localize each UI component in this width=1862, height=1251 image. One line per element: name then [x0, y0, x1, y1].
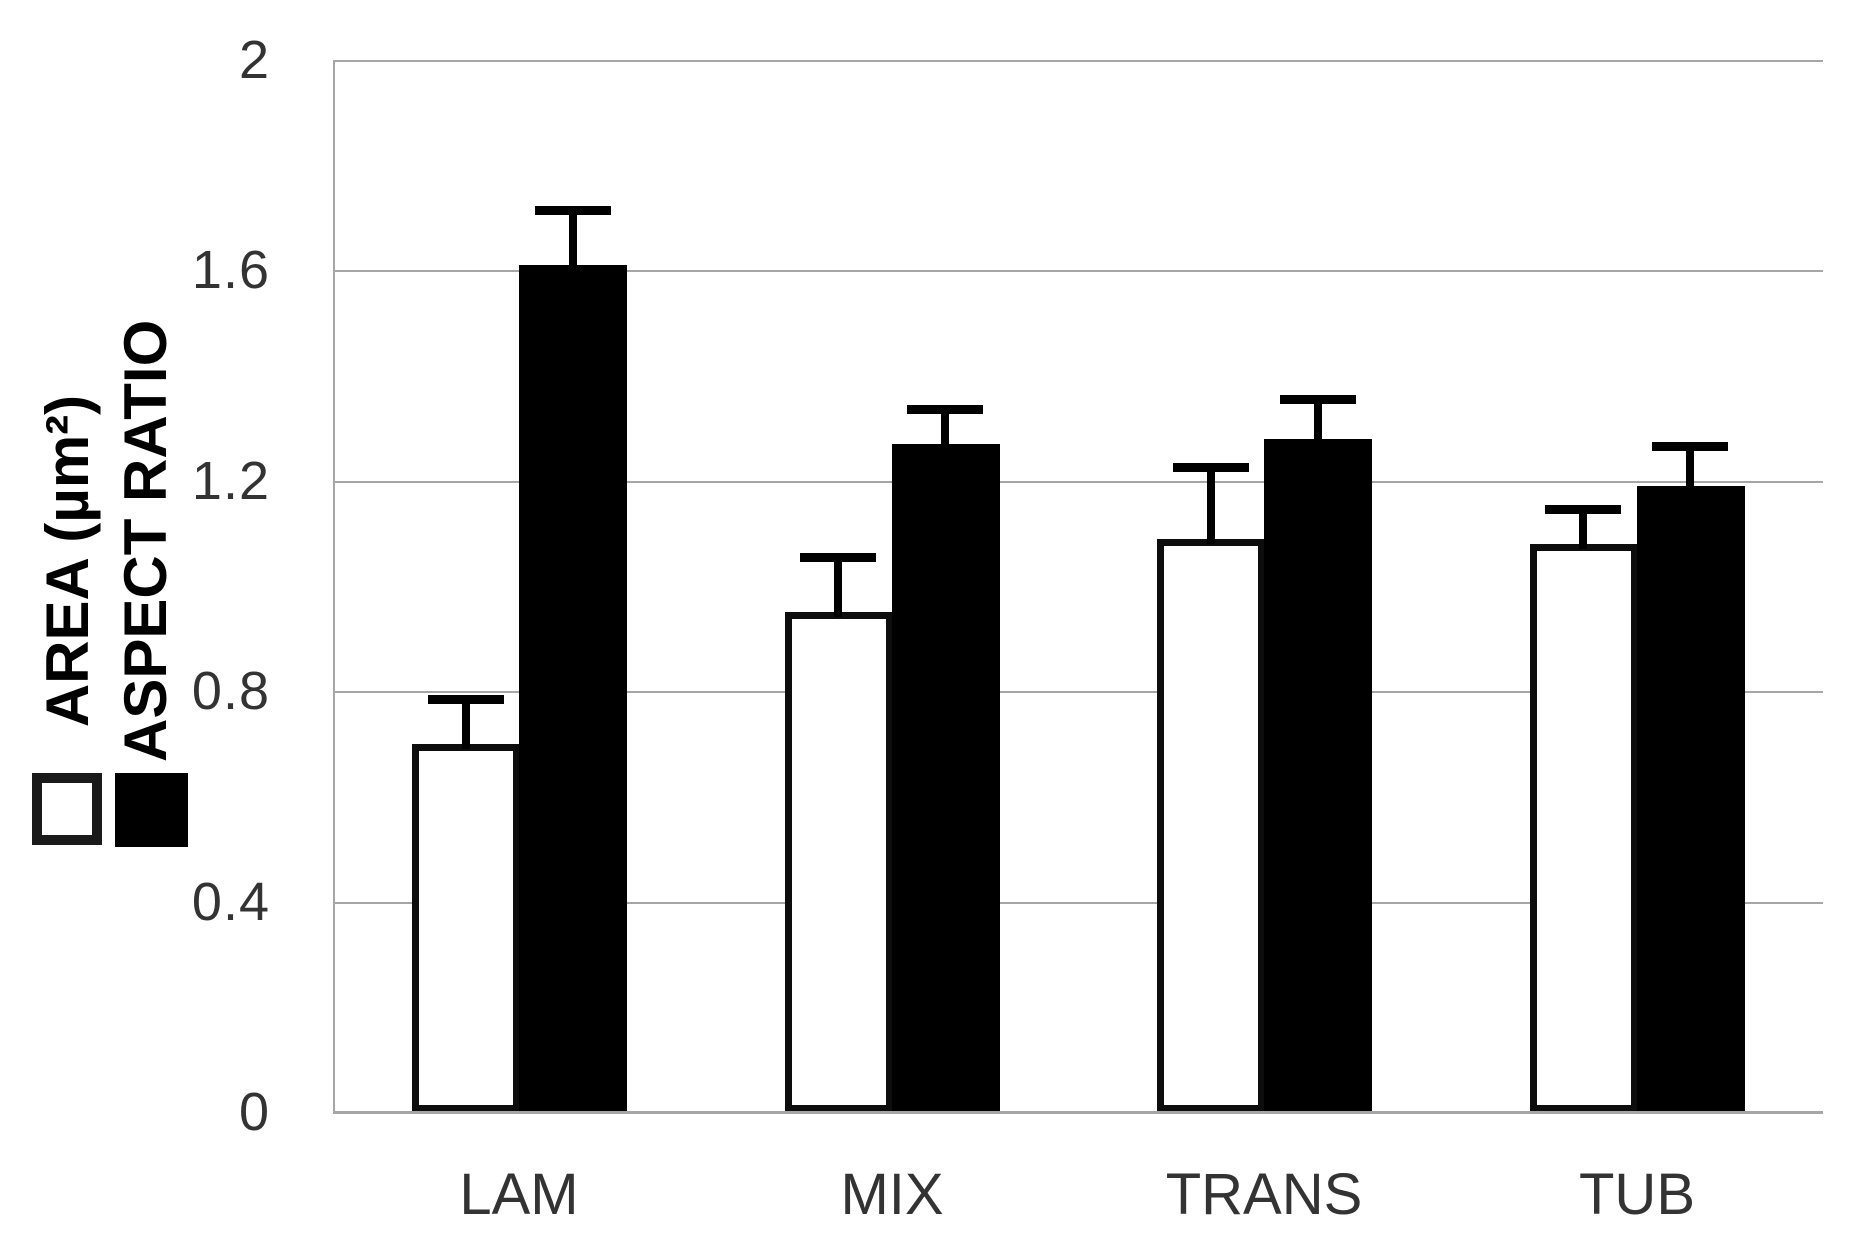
error-bar-cap-black-lam: [535, 206, 611, 215]
legend-swatch-aspect-ratio-icon: [115, 773, 188, 847]
x-axis-line: [333, 1111, 1823, 1114]
bar-black-trans: [1264, 439, 1372, 1112]
y-tick-label-0.8: 0.8: [191, 661, 270, 721]
error-bar-cap-white-trans: [1173, 463, 1249, 472]
error-bar-line-black-tub: [1686, 449, 1694, 491]
bar-black-lam: [519, 265, 627, 1112]
error-bar-cap-black-tub: [1652, 442, 1728, 451]
error-bar-line-white-lam: [462, 702, 470, 749]
bar-white-lam: [412, 744, 520, 1112]
x-category-label-trans: TRANS: [1165, 1162, 1363, 1227]
bar-black-tub: [1637, 486, 1745, 1112]
gridline-y-0.8: [333, 691, 1823, 693]
error-bar-line-white-mix: [834, 560, 842, 617]
error-bar-cap-black-mix: [907, 405, 983, 414]
gridline-y-1.2: [333, 481, 1823, 483]
bar-black-mix: [892, 444, 1000, 1112]
error-bar-cap-white-lam: [428, 695, 504, 704]
error-bar-cap-white-tub: [1545, 505, 1621, 514]
error-bar-line-black-mix: [941, 412, 949, 449]
y-tick-label-2: 2: [238, 30, 270, 90]
error-bar-line-white-tub: [1579, 512, 1587, 549]
y-tick-label-0: 0: [238, 1082, 270, 1142]
error-bar-line-white-trans: [1207, 470, 1215, 544]
error-bar-line-black-lam: [569, 213, 577, 270]
x-category-label-tub: TUB: [1579, 1162, 1695, 1227]
y-tick-label-0.4: 0.4: [191, 872, 270, 932]
bar-white-trans: [1157, 539, 1265, 1112]
error-bar-line-black-trans: [1314, 402, 1322, 444]
y-tick-label-1.2: 1.2: [191, 451, 270, 511]
gridline-y-1.6: [333, 270, 1823, 272]
gridline-y-0.4: [333, 902, 1823, 904]
legend-swatch-area-icon: [32, 773, 102, 845]
bar-white-mix: [785, 612, 893, 1112]
y-tick-label-1.6: 1.6: [191, 240, 270, 300]
error-bar-cap-black-trans: [1280, 395, 1356, 404]
plot-area: [333, 60, 1823, 1112]
bar-white-tub: [1530, 544, 1638, 1112]
x-category-label-lam: LAM: [459, 1162, 579, 1227]
error-bar-cap-white-mix: [800, 553, 876, 562]
x-category-label-mix: MIX: [840, 1162, 944, 1227]
